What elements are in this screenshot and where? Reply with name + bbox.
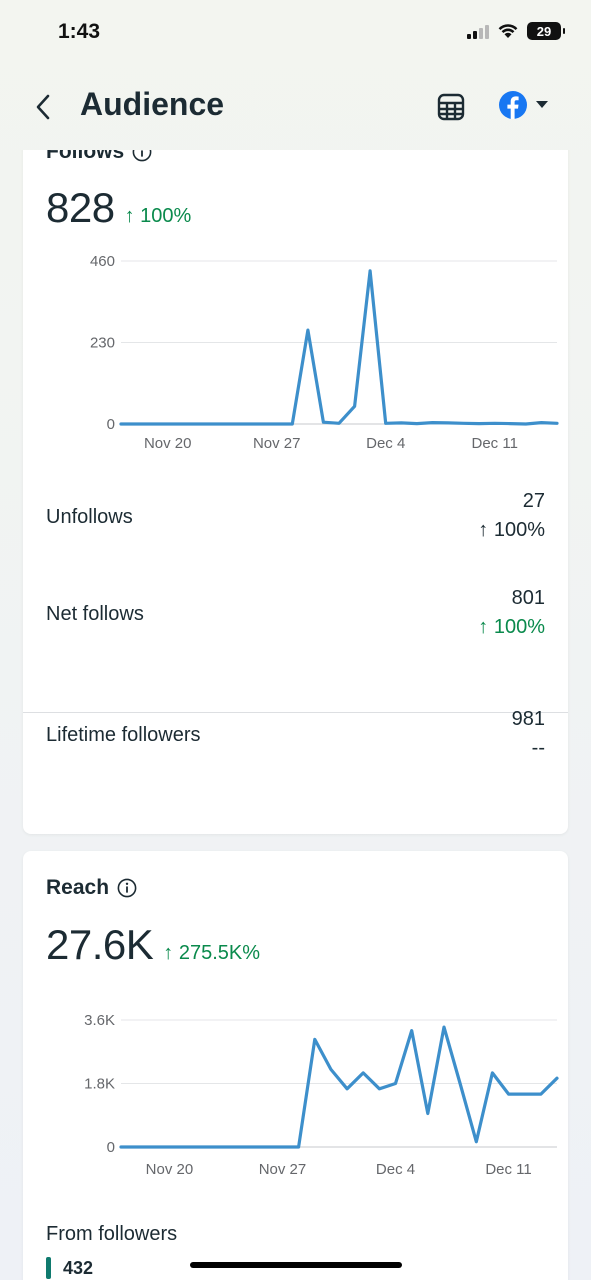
- status-bar: 1:43 29: [0, 0, 591, 64]
- reach-value: 27.6K: [46, 921, 154, 968]
- reach-title-text: Reach: [46, 876, 110, 899]
- unfollows-row: Unfollows 27 ↑ 100%: [46, 490, 545, 550]
- status-icons: 29: [467, 22, 565, 40]
- follows-value: 828: [46, 184, 115, 231]
- y-tick-label: 0: [107, 416, 115, 433]
- home-indicator[interactable]: [190, 1262, 402, 1268]
- reach-metric: 27.6K ↑ 275.5K%: [46, 921, 260, 969]
- reach-change: ↑ 275.5K%: [163, 942, 260, 964]
- row-label: Net follows: [46, 603, 144, 625]
- row-label: Lifetime followers: [46, 724, 201, 746]
- wifi-icon: [498, 24, 518, 38]
- row-value: 27: [522, 490, 545, 512]
- net-follows-row: Net follows 801 ↑ 100%: [46, 587, 545, 647]
- caret-down-icon: [536, 101, 548, 108]
- info-icon[interactable]: [132, 150, 152, 162]
- reach-card: Reach 27.6K ↑ 275.5K% 0 1.8K 3.6K Nov 20 Nov…: [23, 851, 568, 1280]
- status-time: 1:43: [58, 20, 101, 43]
- follows-change: ↑ 100%: [124, 205, 192, 227]
- x-tick-label: Nov 27: [253, 435, 301, 452]
- reach-title: Reach: [46, 876, 137, 900]
- header: Audience: [0, 64, 591, 150]
- table-icon: [437, 93, 465, 121]
- x-tick-label: Dec 4: [376, 1161, 415, 1178]
- reach-chart[interactable]: 0 1.8K 3.6K Nov 20 Nov 27 Dec 4 Dec 11: [43, 999, 563, 1193]
- series-line: [119, 269, 559, 426]
- x-tick-label: Dec 11: [472, 435, 518, 452]
- x-tick-label: Nov 20: [144, 435, 192, 452]
- y-tick-label: 0: [107, 1139, 115, 1156]
- chevron-left-icon: [36, 94, 50, 120]
- follows-title-text: Follows: [46, 150, 125, 163]
- content-scroll[interactable]: Follows 828 ↑ 100% 0 230 460 Nov 20 Nov 27 De…: [0, 150, 591, 1280]
- legend-swatch: [46, 1257, 51, 1279]
- follows-metric: 828 ↑ 100%: [46, 184, 191, 232]
- row-change: --: [531, 737, 545, 759]
- y-tick-label: 3.6K: [84, 1012, 115, 1029]
- x-tick-label: Nov 27: [259, 1161, 307, 1178]
- row-change: ↑ 100%: [478, 616, 545, 638]
- row-change: ↑ 100%: [478, 519, 545, 541]
- lifetime-followers-row: Lifetime followers 981 --: [46, 708, 545, 768]
- info-icon[interactable]: [117, 878, 137, 898]
- table-view-button[interactable]: [436, 92, 466, 122]
- divider: [23, 712, 568, 713]
- from-followers-value: 432: [63, 1257, 94, 1278]
- follows-title: Follows: [46, 150, 152, 164]
- row-value: 981: [511, 708, 545, 730]
- account-switcher[interactable]: [498, 90, 548, 120]
- y-tick-label: 230: [90, 335, 115, 352]
- x-tick-label: Dec 11: [485, 1161, 531, 1178]
- x-tick-label: Nov 20: [146, 1161, 194, 1178]
- series-line: [119, 1025, 559, 1149]
- row-label: Unfollows: [46, 506, 133, 528]
- from-followers-label: From followers: [46, 1223, 178, 1245]
- page-title: Audience: [80, 86, 225, 122]
- follows-card: Follows 828 ↑ 100% 0 230 460 Nov 20 Nov 27 De…: [23, 150, 568, 834]
- y-tick-label: 1.8K: [84, 1076, 115, 1093]
- from-followers-legend: 432: [46, 1257, 93, 1279]
- battery-icon: 29: [527, 22, 565, 40]
- cellular-signal-icon: [467, 23, 489, 39]
- follows-chart[interactable]: 0 230 460 Nov 20 Nov 27 Dec 4 Dec 11: [43, 238, 563, 452]
- back-button[interactable]: [30, 90, 56, 124]
- x-tick-label: Dec 4: [366, 435, 405, 452]
- facebook-icon: [499, 91, 527, 119]
- y-tick-label: 460: [90, 253, 115, 270]
- row-value: 801: [511, 587, 545, 609]
